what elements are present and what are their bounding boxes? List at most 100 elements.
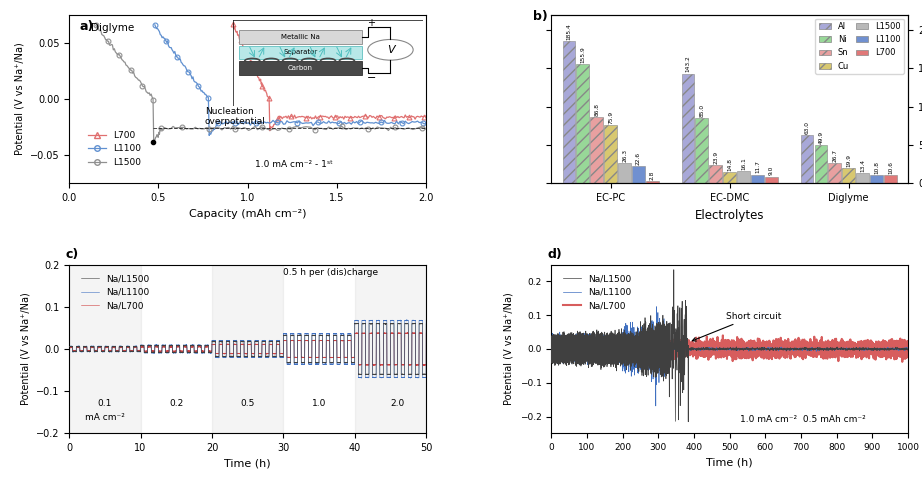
Na/L1100 (420, 317, 431, 323)
Na/L700 (420, 330, 431, 336)
Line: L1500: L1500 (93, 23, 429, 143)
X-axis label: Time (h): Time (h) (706, 458, 753, 468)
Text: 85.0: 85.0 (699, 104, 704, 117)
Na/L700 (761, 343, 772, 349)
Text: 26.7: 26.7 (833, 149, 837, 162)
Bar (800, 135, 813, 184)
Line: L1100: L1100 (152, 22, 429, 138)
Text: 13.4: 13.4 (860, 159, 865, 172)
Text: d): d) (548, 248, 562, 261)
Na/L1500 (397, 372, 408, 377)
Text: Nucleation
overpotential: Nucleation overpotential (205, 107, 266, 127)
Na/L1500 (409, 320, 420, 326)
X-axis label: Time (h): Time (h) (224, 459, 271, 468)
Na/L1500 (417, 372, 428, 378)
Na/L1500 (311, 360, 322, 366)
Na/L1100 (553, 358, 564, 364)
L700 (396, 113, 408, 119)
Text: 10.6: 10.6 (888, 161, 893, 174)
Bar (355, 264, 426, 433)
Bar (765, 177, 778, 184)
Line: L700: L700 (230, 21, 429, 133)
Na/L1500 (64, 344, 75, 350)
Text: c): c) (65, 248, 78, 261)
Text: 86.8: 86.8 (594, 103, 599, 116)
Bar (724, 172, 736, 184)
Na/L1100 (395, 318, 406, 324)
Text: 0.5: 0.5 (241, 399, 254, 408)
Text: 155.9: 155.9 (580, 46, 585, 63)
Na/L1500 (840, 347, 851, 353)
Na/L1100 (134, 349, 145, 355)
Bar (632, 166, 644, 184)
L700 (309, 115, 320, 121)
Na/L1100 (397, 375, 408, 380)
Bar (212, 264, 283, 433)
Bar (619, 163, 631, 184)
Bar (884, 175, 897, 184)
Y-axis label: Potential (V vs Na⁺/Na): Potential (V vs Na⁺/Na) (504, 293, 514, 405)
Bar (738, 171, 750, 184)
Bar (870, 175, 883, 184)
Text: 9.0: 9.0 (769, 166, 774, 175)
Text: a): a) (80, 19, 94, 33)
Bar (814, 145, 827, 184)
L1500 (420, 126, 431, 132)
Na/L1100 (401, 317, 412, 323)
Line: Na/L700: Na/L700 (69, 333, 426, 366)
X-axis label: Electrolytes: Electrolytes (695, 209, 764, 222)
Text: 1.0 mA cm⁻²  0.5 mAh cm⁻²: 1.0 mA cm⁻² 0.5 mAh cm⁻² (740, 414, 866, 424)
L1100 (373, 121, 384, 127)
Na/L700 (565, 344, 576, 350)
Legend: Na/L1500, Na/L1100, Na/L700: Na/L1500, Na/L1100, Na/L700 (77, 271, 153, 314)
L1500 (90, 22, 101, 28)
Na/L1500 (385, 321, 396, 327)
Na/L700 (679, 349, 690, 355)
Na/L1100 (236, 338, 247, 344)
Line: Na/L700: Na/L700 (551, 336, 908, 362)
Na/L700 (546, 344, 557, 350)
Text: 23.9: 23.9 (714, 151, 718, 164)
L1100 (204, 132, 215, 138)
L1100 (420, 120, 431, 126)
Legend: Al, Ni, Sn, Cu, L1500, L1100, L700: Al, Ni, Sn, Cu, L1500, L1100, L700 (815, 19, 904, 74)
L1100 (149, 22, 160, 28)
Text: Diglyme: Diglyme (90, 23, 134, 34)
L1500 (332, 125, 343, 131)
Text: 2.0: 2.0 (391, 399, 405, 408)
Na/L1100 (650, 403, 661, 409)
Na/L700 (395, 330, 406, 336)
Na/L1500 (546, 333, 557, 339)
Na/L1500 (668, 267, 680, 273)
Na/L1500 (395, 320, 406, 326)
Y-axis label: Potential (V vs Na⁺/Na): Potential (V vs Na⁺/Na) (20, 293, 30, 405)
Bar (829, 163, 841, 184)
Legend: Na/L1500, Na/L1100, Na/L700: Na/L1500, Na/L1100, Na/L700 (560, 271, 635, 314)
L1100 (385, 119, 396, 125)
Bar (576, 64, 589, 184)
Bar (69, 264, 140, 433)
Na/L1500 (903, 348, 914, 354)
Na/L1500 (682, 419, 693, 425)
L700 (265, 128, 276, 133)
Bar (709, 165, 722, 184)
L1100 (351, 119, 362, 125)
Na/L1500 (761, 346, 772, 352)
Bar (590, 117, 603, 184)
Na/L1500 (553, 361, 564, 367)
Text: 185.4: 185.4 (566, 23, 572, 40)
L1500 (141, 89, 152, 95)
Na/L700 (236, 341, 247, 347)
Text: Short circuit: Short circuit (692, 312, 782, 341)
Na/L700 (409, 330, 420, 336)
L700 (228, 21, 239, 27)
Bar (681, 74, 694, 184)
Na/L700 (897, 359, 908, 365)
Text: 63.0: 63.0 (804, 121, 810, 134)
Line: Na/L1100: Na/L1100 (551, 307, 908, 406)
Na/L700 (577, 346, 588, 352)
Na/L1100 (679, 347, 690, 353)
Na/L700 (903, 340, 914, 346)
L700 (234, 36, 245, 42)
Na/L1100 (577, 333, 588, 339)
